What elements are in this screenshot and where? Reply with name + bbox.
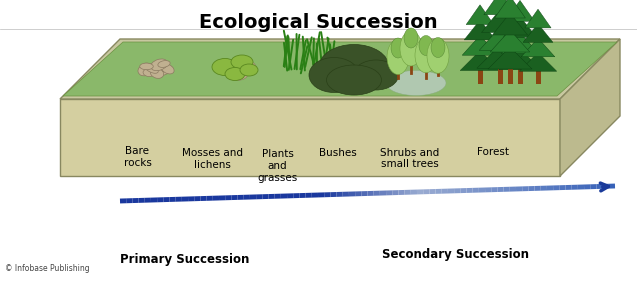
Polygon shape <box>519 53 557 71</box>
Bar <box>536 63 541 84</box>
Ellipse shape <box>234 60 256 74</box>
Bar <box>478 62 483 84</box>
Ellipse shape <box>138 65 151 76</box>
Ellipse shape <box>387 40 409 74</box>
Polygon shape <box>560 39 620 176</box>
Ellipse shape <box>152 62 168 71</box>
Polygon shape <box>479 27 521 50</box>
Ellipse shape <box>400 31 422 66</box>
Text: Ecological Succession: Ecological Succession <box>199 13 438 32</box>
Ellipse shape <box>158 61 170 67</box>
Polygon shape <box>494 0 526 18</box>
Polygon shape <box>492 13 527 35</box>
Text: Primary Succession: Primary Succession <box>120 253 250 266</box>
Ellipse shape <box>404 28 418 48</box>
Polygon shape <box>466 5 494 25</box>
Ellipse shape <box>161 64 174 74</box>
Ellipse shape <box>145 64 158 73</box>
Ellipse shape <box>415 38 437 73</box>
Text: Forest: Forest <box>476 147 508 157</box>
Polygon shape <box>523 24 553 42</box>
Polygon shape <box>525 9 551 28</box>
Ellipse shape <box>156 64 169 72</box>
Text: © Infobase Publishing: © Infobase Publishing <box>5 264 90 273</box>
Ellipse shape <box>391 38 405 58</box>
Polygon shape <box>460 51 500 71</box>
Ellipse shape <box>153 64 164 75</box>
Ellipse shape <box>231 55 253 69</box>
Ellipse shape <box>226 67 248 80</box>
Text: Secondary Succession: Secondary Succession <box>382 248 529 261</box>
Polygon shape <box>499 49 541 70</box>
Polygon shape <box>462 35 498 55</box>
Ellipse shape <box>386 71 446 96</box>
Polygon shape <box>505 0 534 21</box>
Ellipse shape <box>221 64 243 76</box>
Ellipse shape <box>143 63 157 71</box>
Text: Plants
and
grasses: Plants and grasses <box>257 149 297 183</box>
Polygon shape <box>501 33 539 54</box>
Ellipse shape <box>419 35 433 56</box>
Polygon shape <box>477 45 523 68</box>
Ellipse shape <box>309 58 359 92</box>
Text: Shrubs and
small trees: Shrubs and small trees <box>380 148 440 169</box>
Ellipse shape <box>240 64 258 76</box>
Ellipse shape <box>225 67 245 80</box>
Polygon shape <box>503 17 537 37</box>
Polygon shape <box>464 20 496 40</box>
Bar <box>508 59 513 84</box>
Polygon shape <box>63 42 617 96</box>
Ellipse shape <box>319 44 389 90</box>
Text: Mosses and
lichens: Mosses and lichens <box>182 148 243 170</box>
Ellipse shape <box>327 65 382 95</box>
Ellipse shape <box>150 68 164 78</box>
Polygon shape <box>60 39 620 99</box>
Ellipse shape <box>159 67 173 76</box>
Polygon shape <box>521 38 555 57</box>
Polygon shape <box>488 47 532 69</box>
Ellipse shape <box>143 69 154 77</box>
Text: Bare
rocks: Bare rocks <box>124 146 152 168</box>
Ellipse shape <box>148 68 159 75</box>
Text: Bushes: Bushes <box>318 148 356 158</box>
Polygon shape <box>482 10 519 33</box>
Ellipse shape <box>140 63 154 70</box>
Polygon shape <box>490 30 530 52</box>
Ellipse shape <box>150 59 168 71</box>
Ellipse shape <box>431 37 445 58</box>
Bar <box>518 60 523 84</box>
Polygon shape <box>484 0 516 15</box>
Ellipse shape <box>354 60 399 90</box>
Polygon shape <box>60 99 560 176</box>
Ellipse shape <box>427 38 449 73</box>
Ellipse shape <box>212 58 238 76</box>
Bar <box>498 58 503 84</box>
